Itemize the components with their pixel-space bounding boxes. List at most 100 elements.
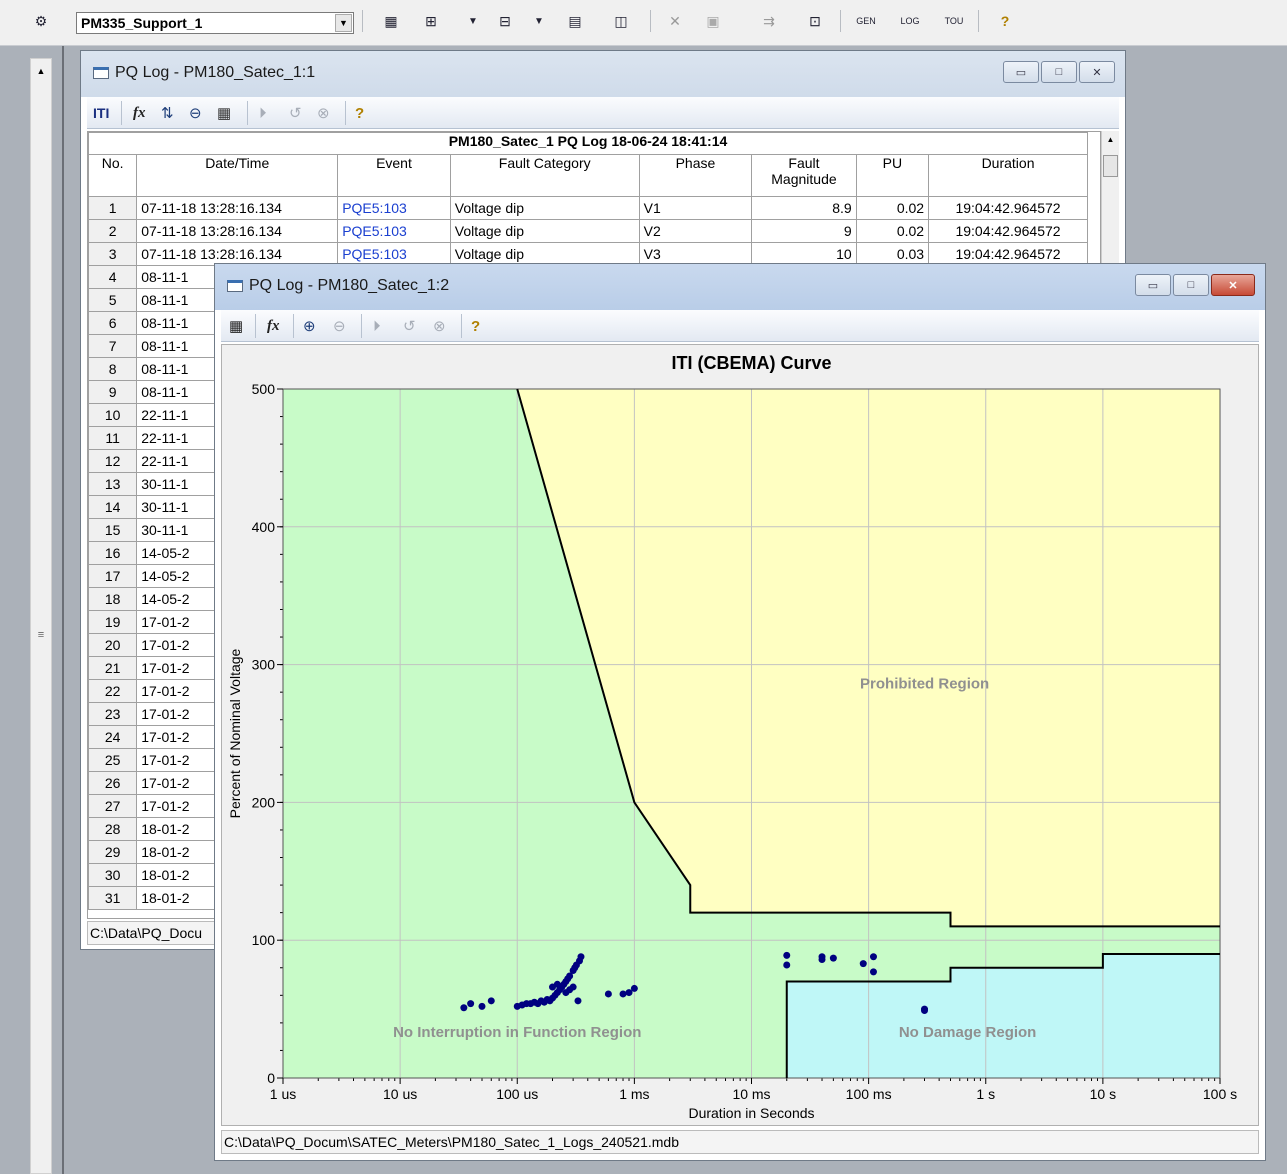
y-tick-label: 400	[252, 519, 276, 535]
minimize-button[interactable]: ▭	[1135, 274, 1171, 296]
column-header[interactable]: No.	[88, 154, 138, 197]
delete-icon[interactable]: ✕	[669, 12, 681, 29]
table-cell-category: Voltage dip	[449, 242, 640, 266]
play-icon[interactable]: ⏵	[259, 104, 267, 122]
window-titlebar[interactable]: PQ Log - PM180_Satec_1:1 ▭ □ ✕	[81, 51, 1125, 97]
table-cell-no: 11	[88, 426, 138, 450]
table-cell-no: 27	[88, 794, 138, 818]
x-tick-label: 100 ms	[846, 1086, 892, 1102]
table-cell-no: 4	[88, 265, 138, 289]
column-header[interactable]: Fault Category	[449, 154, 640, 197]
properties-icon[interactable]: ▦	[217, 105, 232, 122]
stop-icon[interactable]: ⊗	[433, 318, 446, 335]
table-cell-no: 25	[88, 748, 138, 772]
zoom-out-icon[interactable]: ⊖	[333, 318, 346, 335]
iti-chart: 1 us 10 us 100 us 1 ms 10 ms 100 ms 1 s 10 s 100…	[221, 344, 1259, 1126]
table-cell-no: 7	[88, 334, 138, 358]
filter-icon[interactable]: ⊖	[189, 105, 202, 122]
scroll-thumb[interactable]	[1103, 155, 1118, 177]
table-row[interactable]: 1 07-11-18 13:28:16.134 PQE5:103 Voltage di…	[88, 196, 1088, 220]
data-point	[829, 954, 837, 962]
stop-icon[interactable]: ⊗	[317, 105, 330, 122]
chevron-down-icon[interactable]: ▼	[534, 15, 544, 27]
table-cell-no: 23	[88, 702, 138, 726]
table-row[interactable]: 3 07-11-18 13:28:16.134 PQE5:103 Voltage di…	[88, 242, 1088, 266]
download-icon[interactable]: ⊟	[499, 12, 511, 29]
zoom-in-icon[interactable]: ⊕	[303, 318, 316, 335]
chevron-down-icon[interactable]: ▼	[468, 15, 478, 27]
tou-icon[interactable]: TOU	[940, 10, 968, 32]
data-point	[549, 983, 557, 991]
table-cell-no: 12	[88, 449, 138, 473]
column-header[interactable]: PU	[855, 154, 930, 197]
site-combo[interactable]: PM335_Support_1 ▼	[76, 12, 354, 34]
window-titlebar[interactable]: PQ Log - PM180_Satec_1:2 ▭ □ ✕	[215, 264, 1265, 310]
formula-icon[interactable]: fx	[133, 104, 146, 121]
table-cell-phase: V2	[638, 219, 753, 243]
data-point	[869, 953, 877, 961]
prohibited-region-label: Prohibited Region	[860, 676, 989, 693]
column-header[interactable]: Fault Magnitude	[751, 154, 857, 197]
pq-log-chart-window: PQ Log - PM180_Satec_1:2 ▭ □ ✕ ▦ fx ⊕ ⊖ …	[214, 263, 1266, 1161]
close-button[interactable]: ✕	[1079, 61, 1115, 83]
x-axis-label: Duration in Seconds	[688, 1105, 814, 1121]
table-cell-pu: 0.03	[855, 242, 930, 266]
table-cell-no: 29	[88, 840, 138, 864]
toolbar-separator	[255, 314, 256, 338]
chevron-down-icon[interactable]: ▼	[335, 14, 352, 32]
formula-icon[interactable]: fx	[267, 317, 280, 334]
data-point	[783, 951, 791, 959]
column-header[interactable]: Duration	[928, 154, 1088, 197]
table-cell-magnitude: 8.9	[751, 196, 857, 220]
help-icon[interactable]: ?	[1000, 13, 1010, 29]
column-header[interactable]: Date/Time	[136, 154, 339, 197]
table-cell-duration: 19:04:42.964572	[928, 242, 1088, 266]
window-icon	[227, 280, 243, 292]
table-cell-no: 24	[88, 725, 138, 749]
gen-icon[interactable]: GEN	[852, 10, 880, 32]
reload-icon[interactable]: ⊡	[809, 12, 821, 29]
undo-icon[interactable]: ↺	[289, 105, 302, 122]
table-icon[interactable]: ▦	[384, 12, 398, 29]
table-cell-no: 19	[88, 610, 138, 634]
undo-icon[interactable]: ↺	[403, 318, 416, 335]
scroll-up-icon[interactable]: ▲	[1106, 135, 1115, 144]
toolbar-separator	[461, 314, 462, 338]
help-icon[interactable]: ?	[355, 104, 365, 122]
merge-icon[interactable]: ⇉	[763, 12, 775, 29]
y-tick-label: 300	[252, 657, 276, 673]
column-header[interactable]: Event	[337, 154, 451, 197]
column-header[interactable]: Phase	[638, 154, 753, 197]
properties-icon[interactable]: ▣	[706, 12, 720, 29]
toolbar-separator	[345, 101, 346, 125]
chart-icon[interactable]: ▤	[568, 12, 582, 29]
tou-label: TOU	[944, 16, 964, 26]
table-icon[interactable]: ▦	[229, 318, 244, 335]
table-cell-no: 5	[88, 288, 138, 312]
scroll-grip-icon[interactable]: ≡	[37, 629, 45, 641]
chart-title: ITI (CBEMA) Curve	[671, 353, 831, 373]
data-point	[869, 968, 877, 976]
status-path: C:\Data\PQ_Docum\SATEC_Meters\PM180_Sate…	[224, 1134, 679, 1150]
table-row[interactable]: 2 07-11-18 13:28:16.134 PQE5:103 Voltage di…	[88, 219, 1088, 243]
play-icon[interactable]: ⏵	[373, 317, 381, 335]
table-cell-event: PQE5:103	[337, 219, 451, 243]
close-button[interactable]: ✕	[1211, 274, 1255, 296]
gen-label: GEN	[856, 16, 876, 26]
left-scrollbar[interactable]: ▲ ≡	[30, 58, 52, 1174]
minimize-button[interactable]: ▭	[1003, 61, 1039, 83]
waveform-icon[interactable]: ◫	[614, 12, 628, 29]
log-icon[interactable]: LOG	[896, 10, 924, 32]
scroll-up-icon[interactable]: ▲	[36, 66, 46, 76]
y-tick-label: 500	[252, 381, 276, 397]
maximize-button[interactable]: □	[1173, 274, 1209, 296]
sort-icon[interactable]: ⇅	[161, 105, 174, 122]
upload-icon[interactable]: ⊞	[425, 12, 437, 29]
help-icon[interactable]: ?	[471, 317, 481, 335]
table-cell-no: 6	[88, 311, 138, 335]
table-cell-no: 8	[88, 357, 138, 381]
maximize-button[interactable]: □	[1041, 61, 1077, 83]
iti-button[interactable]: ITI	[93, 102, 109, 124]
splitter[interactable]	[62, 46, 64, 1174]
connect-icon[interactable]: ⚙	[34, 12, 48, 29]
